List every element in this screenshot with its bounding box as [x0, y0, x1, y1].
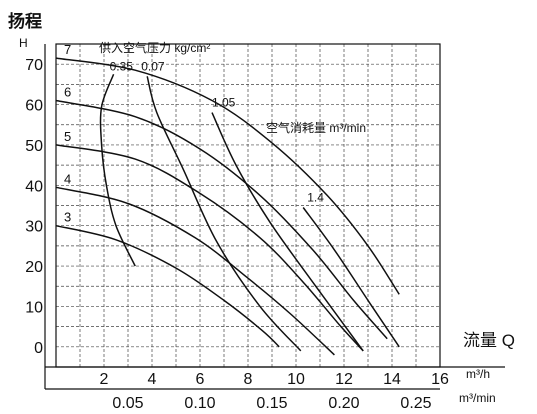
- y-tick-label: 40: [25, 178, 43, 195]
- pressure-curve-5: [55, 144, 364, 352]
- x2-tick-label: 0.15: [256, 395, 287, 412]
- pressure-curve-6: [55, 99, 388, 340]
- air-consumption-curve-label: 1.05: [212, 96, 236, 110]
- curves: [55, 57, 400, 356]
- air-consumption-curve-1-4: [302, 207, 400, 348]
- air-consumption-curve-label: 0.35: [110, 59, 134, 73]
- air-consumption-curve-1-05: [211, 112, 364, 352]
- air-consumption-curve-0-35: [99, 74, 136, 267]
- grid: [56, 43, 440, 368]
- x-tick-label: 2: [100, 371, 109, 388]
- y-tick-label: 60: [25, 98, 43, 115]
- x-tick-label: 10: [287, 371, 305, 388]
- x2-tick-label: 0.20: [328, 395, 359, 412]
- y-tick-label: 30: [25, 219, 43, 236]
- x-tick-label: 4: [148, 371, 157, 388]
- x-tick-label: 14: [383, 371, 401, 388]
- y-tick-label: 70: [25, 57, 43, 74]
- x-tick-label: 8: [244, 371, 253, 388]
- x-tick-label: 12: [335, 371, 353, 388]
- air-consumption-legend-label: 空气消耗量 m³/min: [266, 120, 366, 135]
- pressure-legend-label: 供入空气压力 kg/cm²: [99, 40, 210, 55]
- pressure-curve-label: 5: [64, 129, 71, 144]
- pressure-curve-7: [55, 57, 400, 295]
- y-tick-label: 20: [25, 259, 43, 276]
- air-consumption-curve-0-07: [146, 76, 302, 352]
- air-consumption-curve-label: 1.4: [307, 191, 324, 205]
- pressure-curve-4: [55, 186, 335, 356]
- tick-labels: 70 60 50 40 30 20 10 0 2 4 6 8 10 12 14 16 0.05 0.10 0.15 0…: [25, 57, 449, 412]
- x2-tick-label: 0.10: [184, 395, 215, 412]
- x2-axis-unit: m³/min: [459, 391, 496, 405]
- x2-tick-label: 0.25: [400, 395, 431, 412]
- y-tick-label: 10: [25, 299, 43, 316]
- x-tick-label: 16: [431, 371, 449, 388]
- x2-tick-label: 0.05: [112, 395, 143, 412]
- air-consumption-curve-label: 0.07: [141, 59, 165, 73]
- y-axis-title: 扬程: [8, 11, 42, 31]
- x-axis-title: 流量 Q: [463, 331, 515, 350]
- x-axis-unit: m³/h: [466, 367, 490, 381]
- pressure-curve-label: 3: [64, 210, 71, 225]
- curve-labels: 7 6 5 4 3 0.35 0.07 1.05 1.4: [64, 42, 324, 225]
- y-tick-label: 0: [34, 340, 43, 357]
- pressure-curve-label: 6: [64, 85, 71, 100]
- y-axis-unit: H: [19, 36, 28, 50]
- x-tick-label: 6: [196, 371, 205, 388]
- pressure-curve-label: 7: [64, 42, 71, 57]
- plot-frame: [44, 43, 505, 390]
- y-tick-label: 50: [25, 138, 43, 155]
- pressure-curve-3: [55, 224, 280, 348]
- pressure-curve-label: 4: [64, 171, 71, 186]
